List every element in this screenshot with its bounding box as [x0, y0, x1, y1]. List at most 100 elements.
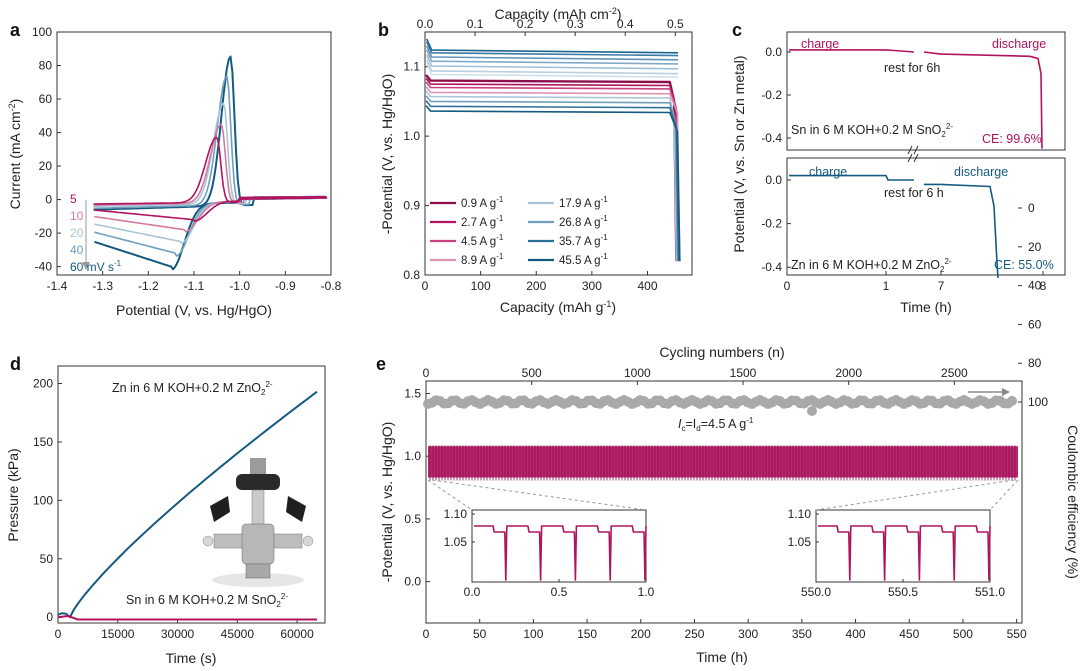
panel-a-ylabel: Current (mA cm-2) [7, 99, 23, 210]
legend-label: 4.5 A g-1 [461, 233, 504, 248]
panel-e-x2tick-label: 1000 [624, 366, 651, 380]
sn-pressure-curve [57, 615, 317, 621]
panel-c-ytick-label: 0.0 [765, 173, 782, 187]
panel-label-a: a [10, 20, 21, 40]
panel-a-ytick-label: 40 [39, 126, 53, 140]
inset-left-frame [471, 509, 647, 583]
gcd-curve [425, 95, 679, 262]
pressure-cell-photo [202, 458, 314, 587]
inset-right-frame [815, 509, 991, 583]
panel-b-x2label: Capacity (mAh cm-2) [494, 6, 621, 22]
panel-e-y2tick-label: 20 [1028, 240, 1042, 254]
cv-label-40: 40 [70, 243, 84, 257]
inset-right-guide [815, 479, 1015, 511]
panel-d-xtick-label: 15000 [101, 627, 135, 641]
gcd-upper-curve [425, 59, 679, 75]
inset-left-ytick-label: 1.05 [444, 535, 468, 549]
panel-d-ylabel: Pressure (kPa) [5, 448, 21, 541]
inset-right-ytick-label: 1.10 [788, 507, 812, 521]
panel-c: c 0 1 7 8 0.0 0.0 -0.2 -0.2 -0.4 -0.4 charge disc… [731, 20, 1066, 315]
panel-d-ytick-label: 100 [33, 493, 53, 507]
panel-a-xtick-label: -0.9 [275, 279, 296, 293]
cv-label-20: 20 [70, 226, 84, 240]
ce-point [807, 406, 817, 416]
panel-label-d: d [10, 354, 21, 374]
cycling-voltage-band [428, 446, 1018, 478]
panel-e-xtick-label: 400 [846, 627, 866, 641]
inset-left-guide [427, 479, 473, 511]
panel-e-x2tick-label: 0 [423, 366, 430, 380]
gcd-upper-curve [425, 49, 679, 65]
panel-e-x2tick-label: 500 [522, 366, 542, 380]
panel-c-top-rest: rest for 6h [884, 61, 940, 75]
panel-e-y2label: Coulombic efficiency (%) [1065, 425, 1080, 579]
panel-b-xlabel: Capacity (mAh g-1) [500, 299, 616, 315]
ce-axis-arrowhead [1002, 388, 1010, 396]
ce-point [1007, 395, 1017, 406]
panel-a-curves [93, 55, 328, 271]
inset-left-ytick-label: 1.10 [444, 507, 468, 521]
panel-b-x2tick-label: 0.4 [617, 17, 634, 31]
panel-e-xtick-label: 250 [684, 627, 704, 641]
gcd-curve [425, 105, 681, 262]
panel-label-e: e [376, 354, 386, 374]
panel-c-bottom-charge: charge [809, 165, 847, 179]
panel-c-xtick-label: 7 [938, 279, 945, 293]
panel-e-ylabel: -Potential (V, vs. Hg/HgO) [379, 422, 395, 583]
panel-b-frame [424, 31, 693, 276]
panel-b-ticks: 0 100 200 300 400 0.0 0.1 0.2 0.3 0.4 0.5 1.1 1.0 0.9… [403, 17, 684, 293]
panel-a-ytick-label: 80 [39, 59, 53, 73]
zn-discharge-curve [924, 183, 999, 279]
panel-b-x2tick-label: 0.3 [567, 17, 584, 31]
panel-c-xtick-label: 0 [784, 279, 791, 293]
panel-b-x2tick-label: 0.2 [517, 17, 534, 31]
panel-b-ylabel: -Potential (V, vs. Hg/HgO) [379, 74, 395, 235]
inset-right-xtick-label: 550.5 [888, 585, 918, 599]
panel-b-ytick-label: 1.1 [403, 60, 420, 74]
panel-a-xlabel: Potential (V, vs. Hg/HgO) [116, 302, 272, 318]
legend-label: 8.9 A g-1 [461, 252, 504, 267]
panel-b-x2tick-label: 0.1 [467, 17, 484, 31]
panel-label-c: c [732, 20, 742, 40]
cv-label-10: 10 [70, 209, 84, 223]
panel-c-ytick-label: 0.0 [765, 45, 782, 59]
zn-charge-curve [789, 174, 914, 181]
cv-curve-5 [93, 136, 328, 222]
panel-c-ytick-label: -0.4 [761, 131, 782, 145]
panel-e-xtick-label: 150 [577, 627, 597, 641]
panel-b-ytick-label: 0.8 [403, 268, 420, 282]
panel-a-ytick-label: 20 [39, 159, 53, 173]
gcd-upper-curve [425, 54, 679, 70]
panel-e-xtick-label: 350 [792, 627, 812, 641]
panel-d-ytick-label: 50 [40, 552, 54, 566]
panel-d-frame [57, 365, 326, 624]
gcd-upper-curve [425, 62, 679, 78]
panel-e-xtick-label: 0 [423, 627, 430, 641]
panel-e-x2tick-label: 2000 [835, 366, 862, 380]
panel-c-ytick-label: -0.2 [761, 88, 782, 102]
panel-b-xtick-label: 200 [526, 279, 546, 293]
panel-c-ticks: 0 1 7 8 0.0 0.0 -0.2 -0.2 -0.4 -0.4 [761, 45, 1046, 293]
panel-c-bottom-rest: rest for 6 h [884, 186, 944, 200]
panel-c-top-charge: charge [801, 37, 839, 51]
panel-c-xlabel: Time (h) [900, 299, 952, 315]
panel-a-ytick-label: 100 [32, 25, 52, 39]
panel-b-legend: 0.9 A g-1 2.7 A g-1 4.5 A g-1 8.9 A g-1 17.9… [430, 195, 608, 267]
panel-e-ytick-label: 1.5 [404, 387, 421, 401]
panel-e-x2tick-label: 2500 [941, 366, 968, 380]
panel-c-bottom-frame [786, 157, 1066, 276]
panel-d-xtick-label: 0 [55, 627, 62, 641]
axis-break [913, 153, 919, 163]
gcd-upper-curve [425, 41, 679, 57]
sn-charge-curve [789, 49, 915, 53]
panel-a-xtick-label: -1.1 [184, 279, 205, 293]
panel-c-ylabel: Potential (V, vs. Sn or Zn metal) [731, 55, 747, 252]
panel-c-top-ce: CE: 99.6% [982, 132, 1042, 146]
panel-a-ytick-label: 0 [45, 193, 52, 207]
panel-c-ytick-label: -0.4 [761, 260, 782, 274]
panel-a-ytick-label: -20 [35, 226, 53, 240]
cv-label-5: 5 [70, 192, 77, 206]
panel-c-ytick-label: -0.2 [761, 217, 782, 231]
panel-b-x2tick-label: 0.5 [667, 17, 684, 31]
